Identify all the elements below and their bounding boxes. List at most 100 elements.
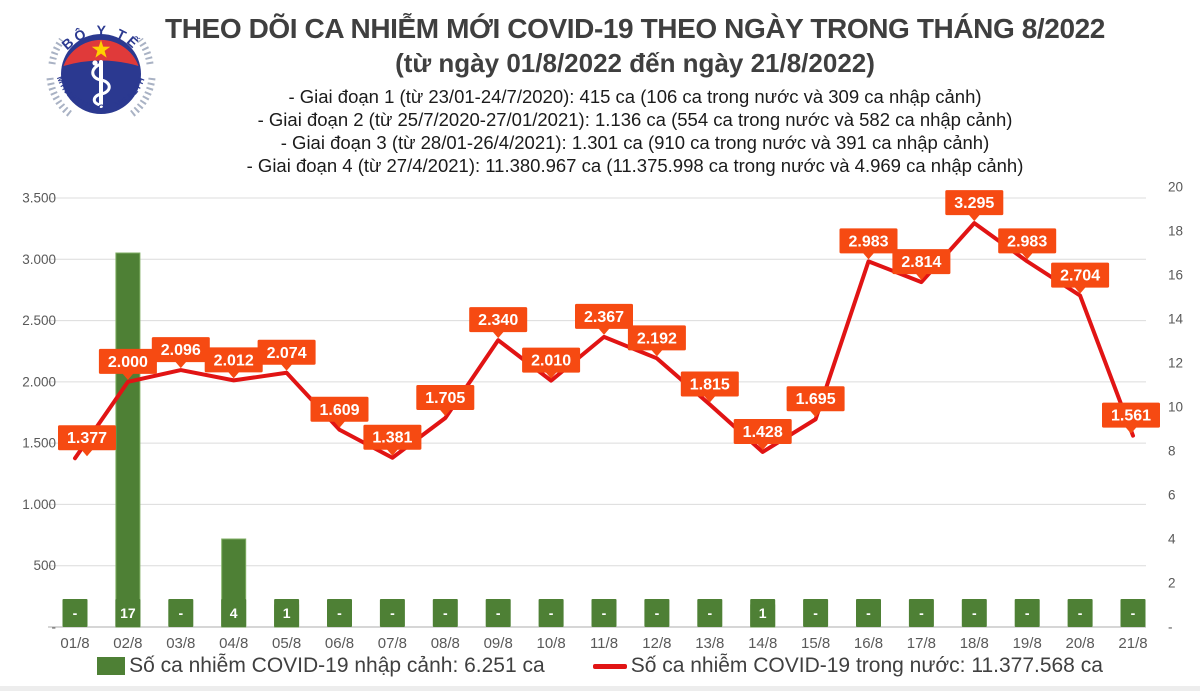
- bar-label-box: [1120, 599, 1146, 627]
- bar-label: -: [866, 605, 871, 621]
- line-label: 1.377: [67, 430, 107, 447]
- laurel-right-icon: [129, 77, 156, 117]
- line-label-box: [416, 385, 475, 411]
- right-axis-tick: 4: [1168, 532, 1176, 547]
- x-axis-label: 19/8: [1013, 635, 1042, 652]
- x-axis-label: 12/8: [642, 635, 671, 652]
- bar-label-box: [168, 599, 194, 627]
- left-axis-tick: 1.500: [22, 436, 56, 451]
- line-label-box: [733, 418, 792, 444]
- bar-label: -: [813, 605, 818, 621]
- line-label: 2.704: [1060, 268, 1100, 285]
- callout-pointer: [492, 331, 505, 339]
- line-label-box: [892, 249, 951, 275]
- chart-title: THEO DÕI CA NHIỄM MỚI COVID-19 THEO NGÀY…: [165, 13, 1105, 44]
- legend-line-label: Số ca nhiễm COVID-19 trong nước: 11.377.…: [630, 654, 1103, 677]
- phase-line-2: - Giai đoạn 2 (từ 25/7/2020-27/01/2021):…: [257, 109, 1013, 130]
- x-axis-label: 16/8: [854, 635, 883, 652]
- bar-label-box: [432, 599, 458, 627]
- x-axis-label: 05/8: [272, 635, 301, 652]
- left-axis-tick: 3.000: [22, 252, 56, 267]
- laurel-left-upper-icon: [48, 37, 65, 65]
- line-label-box: [945, 190, 1004, 216]
- bar-label-box: [62, 599, 88, 627]
- line-label-box: [1102, 402, 1160, 428]
- bar-label: -: [443, 605, 448, 621]
- line-label-box: [786, 386, 845, 412]
- bar-label: -: [496, 605, 501, 621]
- callout-pointer: [862, 252, 875, 260]
- callout-pointer: [81, 449, 93, 457]
- left-axis-tick: 3.500: [22, 191, 56, 206]
- logo-snake-head-icon: [92, 60, 98, 66]
- laurel-right-upper-icon: [137, 37, 154, 65]
- callout-pointer: [439, 409, 452, 417]
- line-label: 1.695: [796, 391, 836, 408]
- bar-label: -: [1078, 605, 1083, 621]
- bar-label: -: [1131, 605, 1136, 621]
- x-axis-label: 21/8: [1118, 635, 1147, 652]
- x-axis-label: 01/8: [60, 635, 89, 652]
- bar-label: 4: [230, 605, 238, 621]
- left-axis-tick: 2.000: [22, 374, 56, 389]
- bar-label: -: [337, 605, 342, 621]
- line-label-box: [204, 347, 263, 373]
- callout-pointer: [386, 448, 399, 456]
- left-axis-tick: 1.000: [22, 497, 56, 512]
- phase-line-1: - Giai đoạn 1 (từ 23/01-24/7/2020): 415 …: [288, 86, 982, 107]
- line-label: 2.814: [901, 254, 941, 271]
- callout-pointer: [1074, 286, 1087, 294]
- line-label: 2.983: [1007, 233, 1047, 250]
- right-axis-tick: 2: [1168, 576, 1176, 591]
- right-axis-tick: 20: [1168, 180, 1183, 195]
- callout-pointer: [703, 395, 716, 403]
- callout-pointer: [1125, 426, 1137, 434]
- bar-label: 1: [759, 605, 767, 621]
- bar-label-box: [644, 599, 670, 627]
- line-label: 3.295: [954, 195, 994, 212]
- callout-pointer: [598, 327, 610, 335]
- x-axis-label: 17/8: [907, 635, 936, 652]
- line-label: 2.010: [531, 353, 571, 370]
- bar-label: 17: [120, 605, 136, 621]
- bar-label-box: [961, 599, 987, 627]
- line-label-box: [363, 424, 422, 450]
- line-label: 1.561: [1111, 408, 1151, 425]
- line-label-box: [839, 228, 898, 254]
- line-label: 2.074: [267, 345, 307, 362]
- bar-label: -: [390, 605, 395, 621]
- bar-label: -: [73, 605, 78, 621]
- bar-label-box: [908, 599, 934, 627]
- legend-line-swatch-icon: [592, 663, 627, 669]
- line-label: 2.192: [637, 330, 677, 347]
- left-axis-tick: 2.500: [22, 313, 56, 328]
- legend-bar-swatch-icon: [97, 657, 126, 675]
- bar-label: -: [919, 605, 924, 621]
- x-axis-label: 08/8: [431, 635, 460, 652]
- bar-label-box: [1014, 599, 1040, 627]
- phase-line-4: - Giai đoạn 4 (từ 27/4/2021): 11.380.967…: [246, 155, 1024, 176]
- bar-label-box: [803, 599, 829, 627]
- line-label-box: [680, 371, 739, 397]
- line-label: 1.815: [690, 377, 730, 394]
- line-label: 1.381: [372, 430, 412, 447]
- bar-label: -: [178, 605, 183, 621]
- x-axis-label: 09/8: [484, 635, 513, 652]
- phase-line-3: - Giai đoạn 3 (từ 28/01-26/4/2021): 1.30…: [280, 132, 990, 153]
- x-axis-label: 02/8: [113, 635, 142, 652]
- x-axis-label: 07/8: [378, 635, 407, 652]
- bar-label: -: [602, 605, 607, 621]
- right-axis-tick: 16: [1168, 268, 1183, 283]
- logo-staff-icon: [99, 60, 103, 108]
- x-axis-label: 11/8: [590, 635, 618, 652]
- legend-item-line: Số ca nhiễm COVID-19 trong nước: 11.377.…: [592, 654, 1103, 678]
- left-axis-tick: -: [52, 620, 57, 635]
- callout-pointer: [809, 410, 822, 418]
- right-axis-tick: 14: [1168, 312, 1184, 327]
- bar-label-box: [538, 599, 564, 627]
- bar-label-box: [115, 599, 141, 627]
- callout-pointer: [756, 442, 769, 450]
- x-axis-label: 20/8: [1065, 635, 1094, 652]
- bar-label-box: [379, 599, 405, 627]
